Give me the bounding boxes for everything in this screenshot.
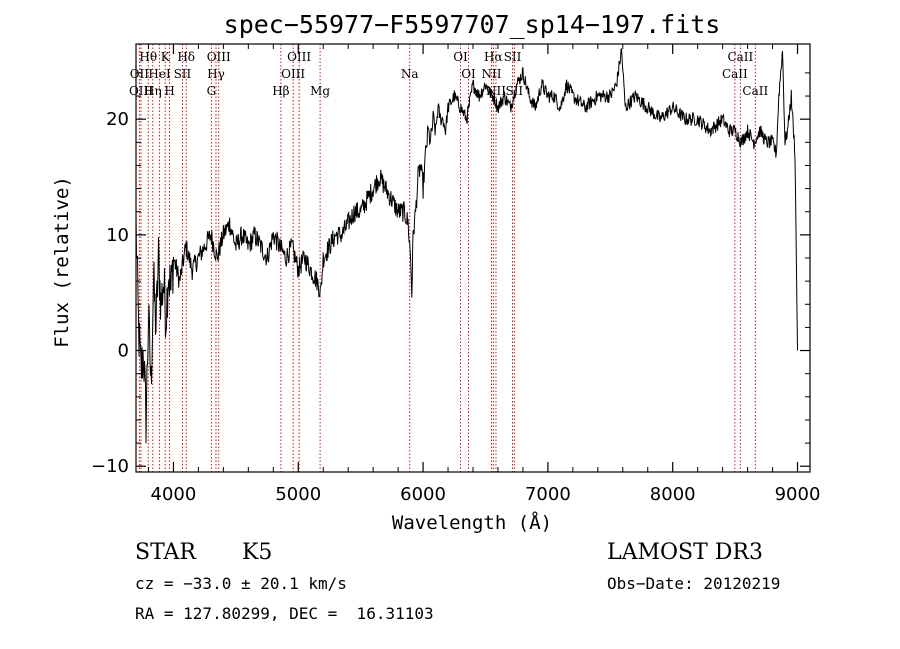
y-tick-label-2: 10 (106, 225, 129, 246)
object-class: STAR (135, 540, 196, 565)
line-label-1: OII (130, 67, 150, 81)
line-label-11: G (207, 84, 217, 98)
plot-frame (135, 43, 811, 473)
line-label-0: Hθ (139, 50, 157, 64)
chart-title: spec−55977−F5597707_sp14−197.fits (224, 10, 721, 39)
x-tick-label-3: 7000 (525, 484, 571, 505)
x-tick-label-1: 5000 (275, 484, 321, 505)
spectrum-layer (135, 48, 798, 444)
line-label-16: Na (401, 67, 419, 81)
y-axis-label: Flux (relative) (51, 176, 73, 348)
line-label-17: OI (453, 50, 468, 64)
spectrum-line (135, 48, 798, 444)
line-label-22: SII (504, 50, 522, 64)
x-tick-label-0: 4000 (151, 484, 197, 505)
line-label-15: Mg (310, 84, 330, 98)
x-tick-label-4: 8000 (650, 484, 696, 505)
line-label-8: SII (174, 67, 192, 81)
x-axis: 4000 5000 6000 7000 8000 9000 (147, 44, 821, 505)
coordinates: RA = 127.80299, DEC = 16.31103 (135, 604, 434, 623)
line-label-4: K (161, 50, 171, 64)
line-label-25: CaII (722, 67, 748, 81)
line-label-5: HeI (148, 67, 171, 81)
line-label-19: Hα (484, 50, 503, 64)
y-tick-label-1: 0 (118, 341, 129, 362)
x-tick-label-2: 6000 (400, 484, 446, 505)
line-label-26: CaII (742, 84, 768, 98)
x-axis-label: Wavelength (Å) (392, 511, 552, 534)
line-label-3: Hη (144, 84, 162, 98)
y-axis: −10 0 10 20 (91, 72, 810, 477)
line-label-18: OI (461, 67, 476, 81)
object-subclass: K5 (242, 540, 273, 565)
line-label-9: OIII (207, 50, 231, 64)
line-label-12: OIII (287, 50, 311, 64)
line-label-23: SII (505, 84, 523, 98)
line-label-24: CaII (727, 50, 753, 64)
redshift-velocity: cz = −33.0 ± 20.1 km/s (135, 574, 347, 593)
line-label-14: Hβ (272, 84, 289, 98)
survey-name: LAMOST DR3 (607, 540, 763, 565)
y-tick-label-0: −10 (91, 456, 129, 477)
y-tick-label-3: 20 (106, 109, 129, 130)
observation-date: Obs−Date: 20120219 (607, 574, 781, 593)
line-label-21: NII (486, 84, 506, 98)
x-tick-label-5: 9000 (775, 484, 821, 505)
line-label-2: OIII (129, 84, 153, 98)
line-label-20: NII (481, 67, 501, 81)
line-label-13: OIII (281, 67, 305, 81)
line-label-6: H (164, 84, 174, 98)
line-label-10: Hγ (207, 67, 225, 81)
line-label-7: Hδ (177, 50, 195, 64)
